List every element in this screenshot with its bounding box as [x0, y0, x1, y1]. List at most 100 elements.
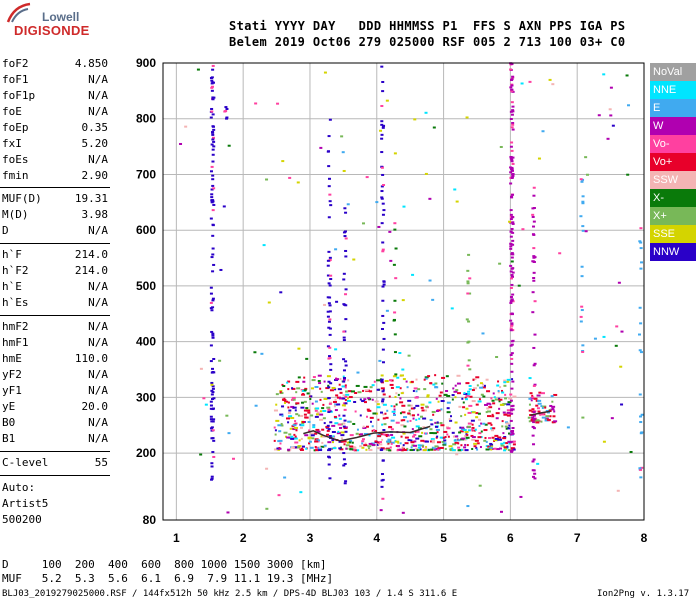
echo-point [532, 417, 536, 420]
echo-point [411, 435, 415, 438]
echo-point [517, 284, 521, 287]
echo-point [553, 420, 558, 423]
echo-point [503, 413, 508, 416]
echo-point [471, 389, 475, 392]
echo-point [445, 375, 449, 378]
echo-point [553, 393, 558, 396]
echo-point [434, 445, 439, 448]
echo-point [323, 380, 326, 383]
echo-point [509, 441, 513, 444]
echo-point [211, 247, 215, 250]
echo-point [399, 412, 402, 415]
echo-point [294, 435, 297, 438]
echo-point [584, 156, 588, 159]
divider [0, 475, 110, 476]
echo-point [319, 413, 324, 416]
echo-point [210, 383, 214, 386]
echo-point [528, 397, 532, 400]
legend-label: NNW [653, 246, 680, 258]
echo-point [511, 275, 515, 278]
echo-point [403, 448, 407, 451]
echo-point [273, 439, 276, 442]
legend-label: NoVal [653, 66, 683, 78]
y-tick-label: 500 [136, 279, 156, 293]
echo-point [368, 442, 373, 445]
echo-point [334, 248, 338, 251]
echo-point [274, 433, 277, 436]
echo-point [211, 200, 215, 203]
echo-point [290, 446, 295, 449]
echo-point [413, 433, 417, 436]
echo-point [386, 440, 391, 443]
echo-point [353, 401, 357, 404]
echo-point [314, 400, 318, 403]
echo-point [343, 443, 346, 446]
echo-point [288, 433, 292, 436]
param-row: h`E N/A [2, 280, 108, 296]
echo-point [511, 174, 515, 177]
echo-point [434, 382, 438, 385]
echo-point [342, 458, 346, 461]
echo-point [374, 440, 378, 443]
echo-point [353, 449, 357, 452]
echo-point [346, 441, 349, 444]
echo-point [466, 505, 470, 508]
echo-point [319, 398, 322, 401]
echo-point [211, 153, 215, 156]
echo-point [375, 412, 379, 415]
echo-point [460, 444, 463, 447]
echo-point [510, 169, 514, 172]
x-tick-label: 5 [440, 531, 447, 545]
echo-point [356, 428, 359, 431]
echo-point [209, 360, 213, 363]
echo-point [477, 418, 481, 421]
echo-point [536, 394, 541, 397]
echo-point [322, 403, 325, 406]
echo-point [511, 378, 514, 381]
echo-point [209, 407, 213, 410]
echo-point [437, 447, 441, 450]
echo-point [411, 444, 415, 447]
y-tick-label: 800 [136, 112, 156, 126]
echo-point [480, 430, 483, 433]
echo-point [531, 460, 535, 463]
echo-point [497, 438, 502, 441]
echo-point [511, 271, 515, 274]
echo-point [490, 423, 493, 426]
echo-point [343, 377, 347, 380]
echo-point [438, 394, 442, 397]
echo-point [413, 118, 417, 121]
echo-point [286, 381, 289, 384]
echo-point [380, 196, 384, 199]
echo-point [581, 350, 585, 353]
echo-point [385, 416, 389, 419]
echo-point [293, 433, 296, 436]
echo-point [304, 387, 308, 390]
echo-point [382, 417, 386, 420]
echo-point [446, 411, 451, 414]
echo-point [354, 410, 357, 413]
echo-point [468, 404, 473, 407]
echo-point [422, 426, 426, 429]
echo-point [210, 79, 214, 82]
echo-point [380, 190, 384, 193]
echo-point [281, 414, 284, 417]
echo-point [470, 434, 474, 437]
echo-point [369, 386, 373, 389]
echo-point [210, 371, 214, 374]
echo-point [210, 143, 214, 146]
echo-point [294, 441, 299, 444]
divider [0, 315, 110, 316]
echo-point [211, 96, 215, 99]
echo-point [415, 404, 420, 407]
echo-point [481, 332, 485, 335]
echo-point [476, 442, 480, 445]
echo-point [328, 318, 332, 321]
echo-point [464, 413, 467, 416]
echo-point [537, 157, 541, 160]
echo-point [277, 494, 281, 497]
echo-point [381, 173, 385, 176]
echo-point [375, 201, 379, 204]
echo-point [273, 448, 278, 451]
echo-point [392, 318, 396, 321]
